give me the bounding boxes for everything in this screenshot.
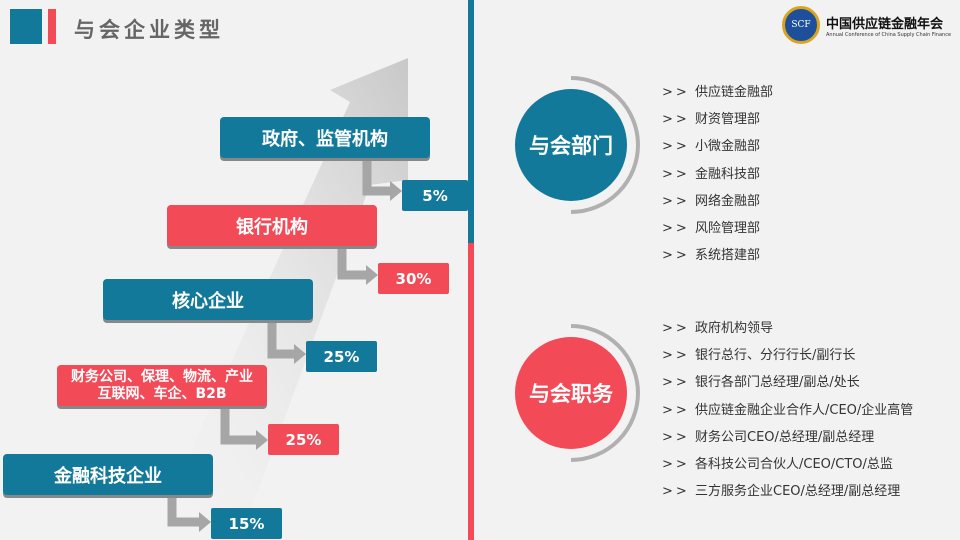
type-label-bank: 银行机构 [167, 205, 377, 246]
type-pct-core: 25% [306, 341, 377, 372]
list-item: >> 风险管理部 [662, 220, 761, 236]
list-item: >> 各科技公司合伙人/CEO/CTO/总监 [662, 456, 893, 472]
divider-blue [468, 0, 474, 243]
type-label-government: 政府、监管机构 [220, 117, 430, 158]
page-title: 与会企业类型 [74, 18, 224, 42]
title-marker-red [48, 9, 56, 44]
divider-red [468, 243, 474, 540]
circle-arcs [570, 76, 640, 462]
list-item: >> 金融科技部 [662, 166, 761, 182]
list-item: >> 系统搭建部 [662, 248, 761, 264]
type-pct-fintech: 15% [211, 508, 282, 539]
type-label-finance: 财务公司、保理、物流、产业互联网、车企、B2B [57, 365, 267, 406]
type-pct-government: 5% [402, 180, 468, 211]
type-label-fintech: 金融科技企业 [3, 454, 213, 495]
list-item: >> 小微金融部 [662, 139, 761, 155]
positions-list: >> 政府机构领导 >> 银行总行、分行行长/副行长 >> 银行各部门总经理/副总/处… [662, 315, 913, 505]
list-item: >> 供应链金融企业合作人/CEO/企业高管 [662, 402, 914, 418]
list-item: >> 网络金融部 [662, 193, 761, 209]
list-item: >> 银行总行、分行行长/副行长 [662, 348, 856, 364]
logo-text: 中国供应链金融年会 [826, 16, 944, 32]
positions-circle: 与会职务 [515, 337, 627, 449]
logo-subtitle: Annual Conference of China Supply Chain … [826, 31, 952, 38]
list-item: >> 政府机构领导 [662, 321, 774, 336]
list-item: >> 财资管理部 [662, 112, 761, 128]
list-item: >> 三方服务企业CEO/总经理/副总经理 [662, 484, 901, 500]
scf-badge-icon: SCF [782, 6, 820, 44]
type-label-core: 核心企业 [103, 279, 313, 320]
list-item: >> 银行各部门总经理/副总/处长 [662, 375, 860, 391]
departments-circle: 与会部门 [515, 89, 627, 201]
departments-list: >> 供应链金融部 >> 财资管理部 >> 小微金融部 >> 金融科技部 >> 网络金融部… [662, 79, 773, 269]
title-marker-blue [10, 9, 42, 44]
type-pct-bank: 30% [378, 263, 449, 294]
list-item: >> 财务公司CEO/总经理/副总经理 [662, 429, 875, 445]
logo: SCF 中国供应链金融年会 Annual Conference of China… [782, 6, 951, 44]
type-pct-finance: 25% [268, 424, 339, 455]
list-item: >> 供应链金融部 [662, 85, 774, 100]
